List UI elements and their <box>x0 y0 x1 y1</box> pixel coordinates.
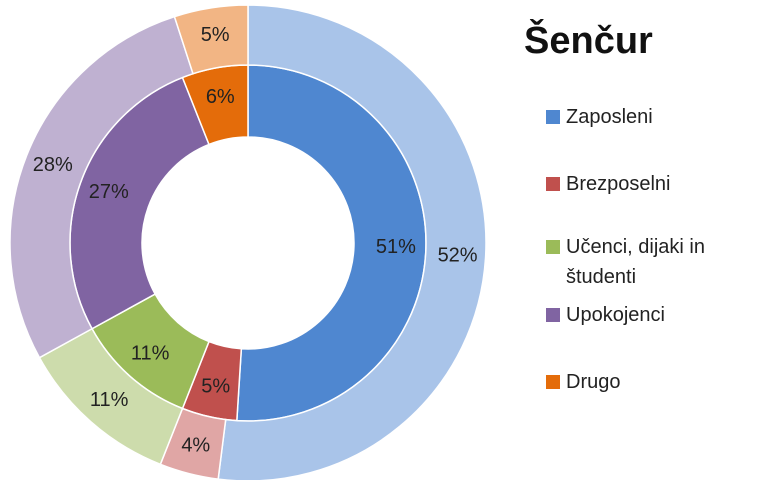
legend-item: Učenci, dijaki in študenti <box>546 232 746 292</box>
data-label: 11% <box>90 389 129 411</box>
legend-swatch <box>546 375 560 389</box>
legend-swatch <box>546 177 560 191</box>
legend-label: Učenci, dijaki in študenti <box>566 236 705 288</box>
data-label: 4% <box>181 435 210 457</box>
data-label: 52% <box>438 244 478 266</box>
donut-segment <box>217 4 487 480</box>
data-label: 5% <box>201 376 230 398</box>
chart-title: Šenčur <box>524 20 653 62</box>
legend-label: Upokojenci <box>566 304 665 326</box>
data-label: 27% <box>89 181 129 203</box>
legend-item: Brezposelni <box>546 169 746 199</box>
legend-item: Drugo <box>546 367 746 397</box>
legend-item: Zaposleni <box>546 102 746 132</box>
data-label: 6% <box>206 86 235 108</box>
legend-swatch <box>546 110 560 124</box>
data-label: 5% <box>201 24 230 46</box>
data-label: 28% <box>33 154 73 176</box>
legend-swatch <box>546 308 560 322</box>
data-label: 51% <box>376 236 416 258</box>
legend-label: Drugo <box>566 371 621 393</box>
data-label: 11% <box>131 342 170 364</box>
legend-label: Zaposleni <box>566 106 653 128</box>
donut-segment <box>173 4 249 75</box>
legend-item: Upokojenci <box>546 300 746 330</box>
legend-swatch <box>546 240 560 254</box>
legend-label: Brezposelni <box>566 173 671 195</box>
